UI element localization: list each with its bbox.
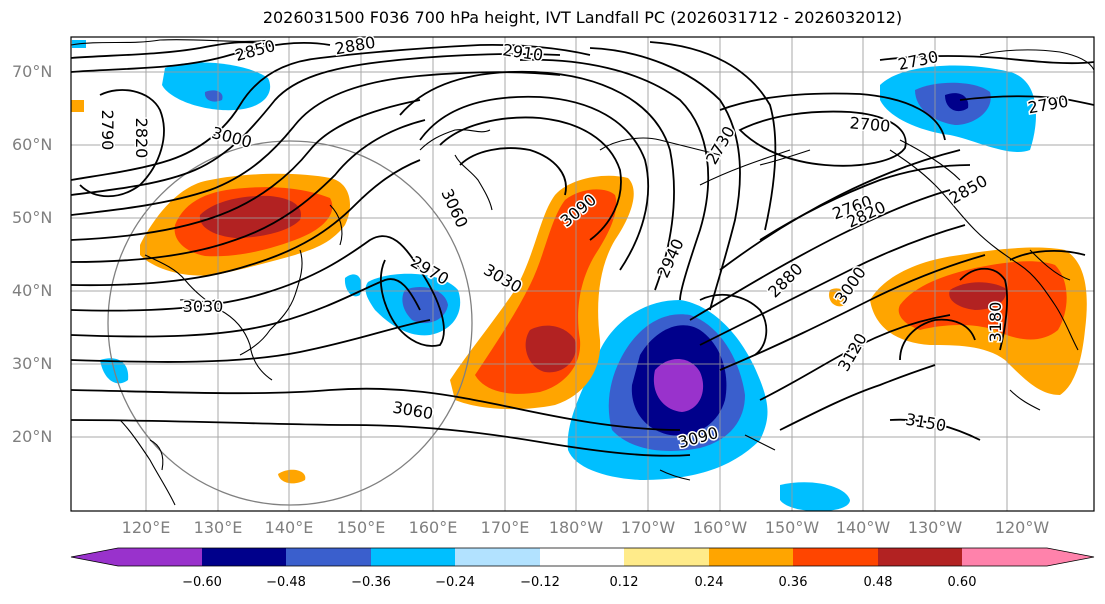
longitude-label-120w: 120°W (994, 518, 1050, 537)
latitude-label-20n: 20°N (12, 427, 53, 446)
longitude-label-140w: 140°W (835, 518, 891, 537)
longitude-label-170e: 170°E (480, 518, 530, 537)
longitude-label-130w: 130°W (907, 518, 963, 537)
latitude-label-50n: 50°N (12, 208, 53, 227)
latitude-label-60n: 60°N (12, 135, 53, 154)
contour-label: 3030 (183, 297, 224, 316)
colorbar-tick: 0.60 (947, 575, 977, 590)
longitude-label-140e: 140°E (264, 518, 314, 537)
contour-label: 2790 (98, 110, 117, 151)
longitude-label-150w: 150°W (764, 518, 820, 537)
longitude-label-180w: 180°W (548, 518, 604, 537)
contour-label: 2820 (132, 118, 151, 159)
colorbar-tick: 0.12 (609, 575, 639, 590)
colorbar-tick: −0.60 (182, 575, 222, 590)
longitude-label-160e: 160°E (408, 518, 458, 537)
range-circle (107, 140, 473, 506)
colorbar-tick: 0.36 (778, 575, 808, 590)
colorbar-tick: 0.24 (694, 575, 724, 590)
longitude-label-120e: 120°E (121, 518, 171, 537)
height-contours (71, 41, 1094, 457)
colorbar-tick: −0.48 (266, 575, 306, 590)
longitude-label-130e: 130°E (193, 518, 243, 537)
latitude-label-40n: 40°N (12, 281, 53, 300)
ivt-positive-shading (71, 100, 1087, 484)
colorbar-tick: 0.48 (863, 575, 893, 590)
longitude-label-170w: 170°W (620, 518, 676, 537)
colorbar-tick: −0.36 (351, 575, 391, 590)
colorbar-tick: −0.24 (435, 575, 475, 590)
colorbar-tick: −0.12 (520, 575, 560, 590)
longitude-label-160w: 160°W (692, 518, 748, 537)
ivt-negative-shading (72, 40, 1036, 511)
latitude-label-30n: 30°N (12, 354, 53, 373)
contour-label: 3180 (986, 302, 1005, 343)
graticule (71, 37, 1094, 511)
latitude-label-70n: 70°N (12, 62, 53, 81)
map-title: 2026031500 F036 700 hPa height, IVT Land… (262, 8, 903, 27)
longitude-label-150e: 150°E (336, 518, 386, 537)
contour-label: 2700 (849, 113, 891, 135)
